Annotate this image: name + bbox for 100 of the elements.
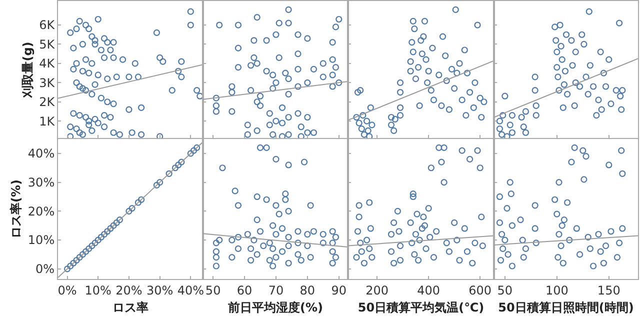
- x-tick-label: 50: [497, 283, 513, 298]
- point: [593, 112, 600, 119]
- point: [104, 228, 111, 235]
- x-tick-label: 60: [236, 283, 252, 298]
- point: [576, 83, 584, 90]
- point: [618, 106, 625, 113]
- point: [466, 156, 474, 163]
- x-tick-label: 10%: [84, 283, 112, 298]
- point: [412, 230, 420, 238]
- point: [76, 254, 83, 261]
- point: [573, 225, 580, 232]
- point: [571, 144, 578, 151]
- point: [366, 245, 373, 252]
- point: [560, 216, 568, 224]
- point: [602, 242, 610, 250]
- point: [582, 74, 590, 80]
- point: [580, 147, 586, 154]
- point: [532, 87, 538, 94]
- point: [496, 125, 504, 132]
- point: [578, 31, 586, 38]
- point: [508, 262, 516, 270]
- point: [608, 100, 614, 108]
- point: [187, 150, 194, 157]
- point: [566, 236, 573, 244]
- point: [73, 256, 80, 264]
- point: [556, 22, 564, 28]
- point: [554, 74, 562, 80]
- point: [598, 106, 605, 113]
- x-tick-label: 30%: [146, 283, 174, 298]
- point: [498, 230, 506, 238]
- y-tick-label: 3K: [39, 76, 56, 90]
- x-tick-label: 80: [300, 283, 316, 298]
- point: [616, 20, 623, 26]
- point: [153, 182, 160, 188]
- point: [572, 79, 579, 86]
- y-tick-label: 4K: [39, 56, 56, 71]
- point: [138, 196, 145, 203]
- point: [408, 240, 416, 246]
- point: [522, 108, 530, 115]
- point: [390, 260, 398, 266]
- x-axis-title: ロス率: [112, 300, 148, 314]
- point: [410, 193, 416, 200]
- point: [556, 87, 562, 94]
- point: [532, 202, 538, 209]
- point: [554, 254, 562, 261]
- point: [354, 228, 362, 235]
- point: [522, 129, 530, 136]
- point: [532, 102, 540, 110]
- point: [519, 236, 526, 244]
- point: [554, 64, 560, 71]
- point: [116, 216, 123, 224]
- point: [558, 242, 564, 250]
- point: [366, 199, 373, 206]
- x-tick-label: 100: [545, 283, 568, 298]
- point: [128, 204, 136, 212]
- point: [580, 176, 588, 183]
- point: [618, 147, 625, 154]
- point: [562, 68, 569, 74]
- point: [508, 112, 516, 119]
- point: [597, 48, 604, 56]
- point: [426, 234, 434, 240]
- point: [420, 214, 427, 220]
- point: [560, 81, 568, 88]
- point: [353, 254, 360, 261]
- point: [357, 240, 364, 246]
- point: [496, 193, 504, 200]
- x-axis-title: 50日積算日照時間(時間): [498, 300, 634, 314]
- point: [558, 56, 566, 63]
- point: [619, 225, 626, 232]
- point: [508, 222, 516, 229]
- point: [107, 225, 114, 232]
- point: [504, 204, 510, 212]
- point: [194, 144, 200, 151]
- point: [506, 122, 514, 128]
- point: [504, 133, 510, 138]
- point: [508, 129, 516, 136]
- point: [520, 124, 527, 130]
- point: [517, 216, 524, 224]
- y-tick-label: 30%: [28, 176, 55, 190]
- point: [388, 230, 395, 238]
- point: [67, 262, 74, 270]
- point: [552, 37, 560, 44]
- point: [496, 219, 504, 226]
- point: [79, 251, 86, 258]
- point: [532, 112, 540, 119]
- point: [407, 219, 414, 226]
- point: [82, 248, 90, 255]
- x-tick-label: 150: [597, 283, 620, 298]
- point: [500, 112, 506, 119]
- y-tick-label: 1K: [39, 114, 56, 128]
- point: [443, 240, 450, 246]
- point: [396, 228, 402, 235]
- point: [518, 114, 525, 121]
- point: [86, 245, 92, 252]
- x-axis-title: 50日積算平均気温(℃): [358, 300, 484, 314]
- point: [430, 254, 438, 261]
- point: [414, 210, 420, 218]
- x-tick-label: 70: [268, 283, 284, 298]
- x-tick-label: 600: [468, 283, 492, 298]
- point: [356, 202, 362, 209]
